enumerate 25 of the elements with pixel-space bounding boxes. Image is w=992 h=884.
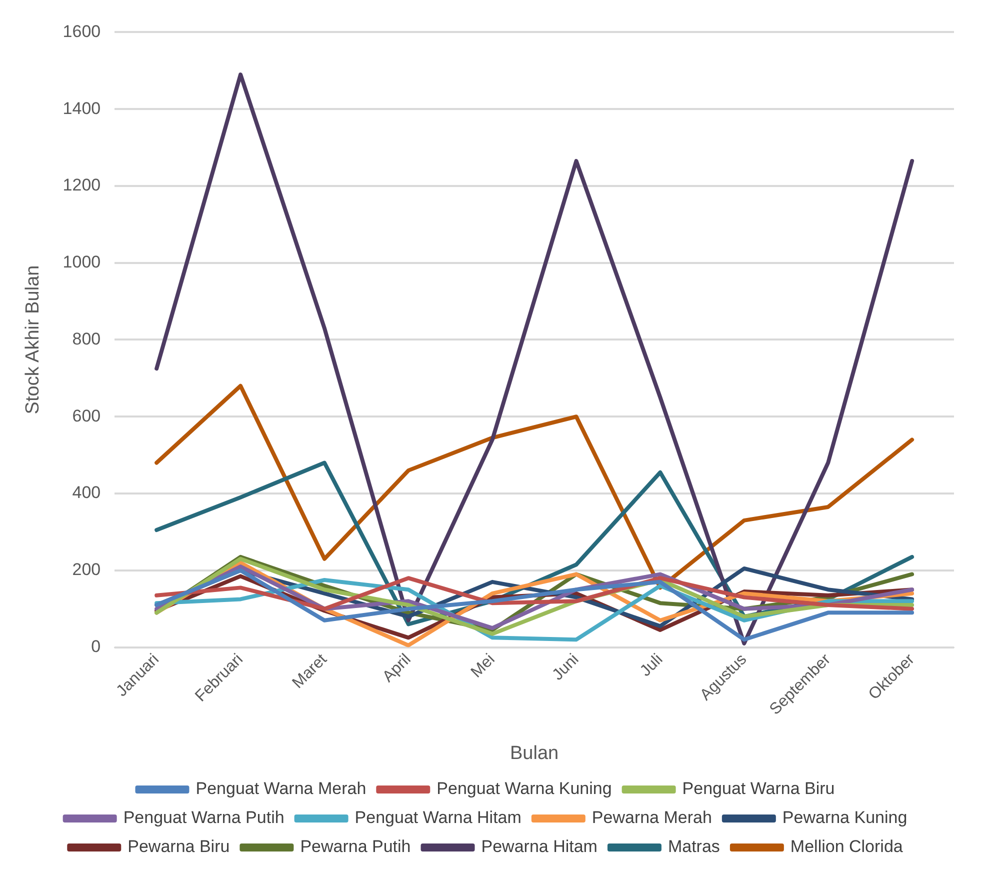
legend-label: Pewarna Kuning — [782, 808, 908, 828]
x-tick-label: Juli — [637, 650, 666, 680]
legend-label: Mellion Clorida — [790, 837, 904, 856]
y-tick-label: 1600 — [62, 22, 101, 41]
y-tick-label: 0 — [91, 636, 101, 656]
y-tick-label: 400 — [72, 483, 101, 502]
y-tick-label: 1000 — [62, 252, 101, 272]
legend-label: Pewarna Putih — [300, 837, 411, 856]
legend-label: Penguat Warna Merah — [196, 779, 366, 798]
x-axis-title: Bulan — [510, 742, 559, 764]
legend-label: Pewarna Biru — [128, 837, 230, 856]
y-tick-label: 1200 — [62, 176, 101, 195]
legend-label: Pewarna Merah — [592, 808, 712, 828]
y-tick-label: 200 — [72, 560, 101, 580]
legend-label: Pewarna Hitam — [481, 837, 598, 856]
y-tick-label: 800 — [72, 329, 101, 348]
y-axis-title: Stock Akhir Bulan — [22, 265, 44, 414]
legend-label: Penguat Warna Kuning — [436, 779, 612, 798]
legend-label: Penguat Warna Biru — [682, 779, 835, 798]
y-tick-label: 600 — [72, 406, 101, 426]
legend-label: Penguat Warna Putih — [123, 808, 284, 828]
y-tick-label: 1400 — [62, 98, 101, 118]
legend-label: Matras — [668, 837, 720, 856]
legend-label: Penguat Warna Hitam — [354, 808, 522, 828]
x-tick-label: Mei — [468, 650, 498, 682]
